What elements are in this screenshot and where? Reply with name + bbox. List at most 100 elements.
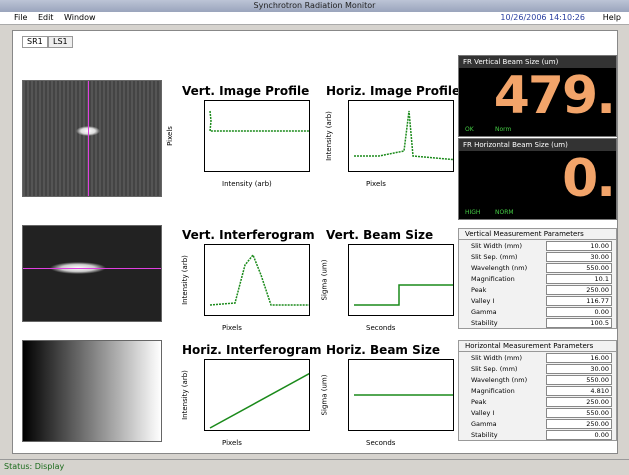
plot-trace — [205, 101, 309, 171]
x-axis-label: Seconds — [366, 439, 395, 447]
gradient-image — [22, 340, 162, 442]
group-title: Vertical Measurement Parameters — [459, 229, 616, 240]
y-axis-label: Intensity (arb) — [181, 370, 189, 420]
parameter-row: Wavelength (nm)550.00 — [459, 262, 616, 273]
parameter-label: Stability — [471, 319, 546, 327]
parameter-label: Peak — [471, 398, 546, 406]
parameter-label: Wavelength (nm) — [471, 376, 546, 384]
parameter-group: Horizontal Measurement Parameters Slit W… — [458, 340, 617, 441]
group-title: Horizontal Measurement Parameters — [459, 341, 616, 352]
menu-item[interactable]: Edit — [38, 13, 54, 22]
parameter-field[interactable]: 250.00 — [546, 397, 612, 407]
parameter-label: Magnification — [471, 387, 546, 395]
readout-value: 479. — [494, 66, 614, 126]
plot-area — [204, 359, 310, 431]
parameter-row: Wavelength (nm)550.00 — [459, 374, 616, 385]
parameter-label: Gamma — [471, 308, 546, 316]
parameter-field[interactable]: 30.00 — [546, 252, 612, 262]
plot-trace — [205, 360, 309, 430]
status-indicator: Norm — [495, 126, 511, 133]
parameter-label: Wavelength (nm) — [471, 264, 546, 272]
plot-title: Horiz. Beam Size — [326, 343, 440, 357]
camera-image — [22, 80, 162, 197]
status-indicator: OK — [465, 126, 474, 133]
parameter-field[interactable]: 550.00 — [546, 408, 612, 418]
parameter-label: Slit Sep. (mm) — [471, 253, 546, 261]
y-axis-label: Intensity (arb) — [181, 255, 189, 305]
plot-title: Horiz. Interferogram — [182, 343, 321, 357]
plot-trace — [349, 101, 453, 171]
menu-item[interactable]: File — [14, 13, 27, 22]
parameter-field[interactable]: 0.00 — [546, 307, 612, 317]
menu-bar: File Edit Window 10/26/2006 14:10:26 Hel… — [0, 12, 629, 25]
plot-area — [348, 359, 454, 431]
parameter-row: Slit Width (mm)10.00 — [459, 240, 616, 251]
x-axis-label: Seconds — [366, 324, 395, 332]
parameter-field[interactable]: 116.77 — [546, 296, 612, 306]
readout-value: 0. — [562, 149, 614, 209]
parameter-label: Valley I — [471, 297, 546, 305]
readout-display: FR Vertical Beam Size (um) 479. OK Norm — [458, 55, 617, 137]
plot-area — [204, 100, 310, 172]
parameter-field[interactable]: 0.00 — [546, 430, 612, 440]
status-indicator: HIGH — [465, 209, 480, 216]
parameter-field[interactable]: 250.00 — [546, 285, 612, 295]
parameter-label: Slit Width (mm) — [471, 354, 546, 362]
camera-image — [22, 225, 162, 322]
help-menu[interactable]: Help — [603, 12, 621, 24]
parameter-row: Gamma0.00 — [459, 306, 616, 317]
parameter-row: Slit Width (mm)16.00 — [459, 352, 616, 363]
y-axis-label: Intensity (arb) — [325, 111, 333, 161]
parameter-field[interactable]: 550.00 — [546, 263, 612, 273]
y-axis-label: Sigma (um) — [320, 375, 328, 416]
parameter-row: Slit Sep. (mm)30.00 — [459, 363, 616, 374]
parameter-field[interactable]: 550.00 — [546, 375, 612, 385]
tab[interactable]: SR1 — [22, 36, 48, 48]
plot-trace — [349, 245, 453, 315]
parameter-field[interactable]: 10.00 — [546, 241, 612, 251]
y-axis-label: Sigma (um) — [320, 260, 328, 301]
parameter-group: Vertical Measurement Parameters Slit Wid… — [458, 228, 617, 329]
x-axis-label: Pixels — [366, 180, 386, 188]
status-indicator: NORM — [495, 209, 514, 216]
status-bar: Status: Display — [0, 459, 629, 474]
parameter-field[interactable]: 4.810 — [546, 386, 612, 396]
plot-title: Vert. Beam Size — [326, 228, 433, 242]
parameter-label: Magnification — [471, 275, 546, 283]
title-bar: Synchrotron Radiation Monitor — [0, 0, 629, 12]
x-axis-label: Pixels — [222, 439, 242, 447]
plot-title: Vert. Image Profile — [182, 84, 309, 98]
parameter-label: Stability — [471, 431, 546, 439]
parameter-label: Slit Sep. (mm) — [471, 365, 546, 373]
plot-trace — [349, 360, 453, 430]
plot-area — [204, 244, 310, 316]
plot-title: Vert. Interferogram — [182, 228, 315, 242]
parameter-field[interactable]: 30.00 — [546, 364, 612, 374]
readout-display: FR Horizontal Beam Size (um) 0. HIGH NOR… — [458, 138, 617, 220]
parameter-field[interactable]: 16.00 — [546, 353, 612, 363]
clock: 10/26/2006 14:10:26 — [500, 12, 585, 24]
y-axis-label: Pixels — [166, 126, 174, 146]
tab[interactable]: LS1 — [48, 36, 73, 48]
parameter-field[interactable]: 10.1 — [546, 274, 612, 284]
parameter-row: Slit Sep. (mm)30.00 — [459, 251, 616, 262]
parameter-label: Peak — [471, 286, 546, 294]
parameter-label: Valley I — [471, 409, 546, 417]
parameter-label: Gamma — [471, 420, 546, 428]
plot-area — [348, 244, 454, 316]
plot-trace — [205, 245, 309, 315]
x-axis-label: Intensity (arb) — [222, 180, 272, 188]
plot-title: Horiz. Image Profile — [326, 84, 460, 98]
parameter-field[interactable]: 100.5 — [546, 318, 612, 328]
menu-item[interactable]: Window — [64, 13, 96, 22]
plot-area — [348, 100, 454, 172]
parameter-field[interactable]: 250.00 — [546, 419, 612, 429]
